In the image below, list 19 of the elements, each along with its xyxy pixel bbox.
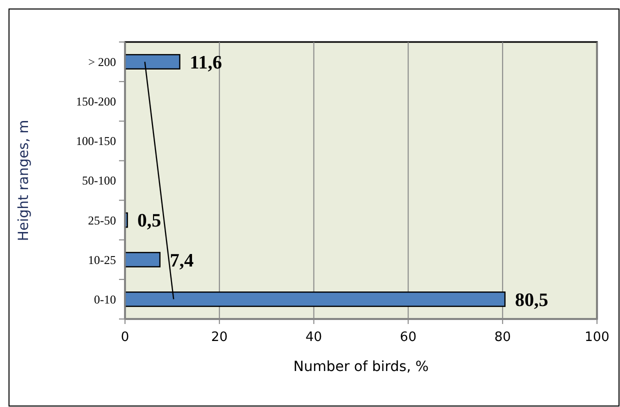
data-label: 7,4 <box>170 250 194 272</box>
y-tick-label: 25-50 <box>88 213 116 228</box>
y-tick-label: 0-10 <box>94 292 116 306</box>
y-tick-label: 100-150 <box>76 134 116 148</box>
y-tick-label: 10-25 <box>88 252 116 267</box>
x-tick-label: 60 <box>400 330 416 345</box>
data-label: 11,6 <box>190 52 222 74</box>
x-tick-label: 100 <box>584 330 610 345</box>
x-tick-label: 0 <box>120 330 130 345</box>
x-axis-title: Number of birds, % <box>293 359 429 375</box>
data-label: 80,5 <box>514 290 548 311</box>
data-label: 0,5 <box>137 210 162 232</box>
y-tick-label: 50-100 <box>82 174 116 188</box>
x-tick-label: 80 <box>494 330 511 345</box>
y-tick-label: > 200 <box>88 54 116 69</box>
y-tick-label: 150-200 <box>76 94 116 109</box>
x-tick-label: 20 <box>211 330 228 345</box>
y-axis-title: Height ranges, m <box>16 120 32 242</box>
x-tick-label: 40 <box>306 330 322 345</box>
